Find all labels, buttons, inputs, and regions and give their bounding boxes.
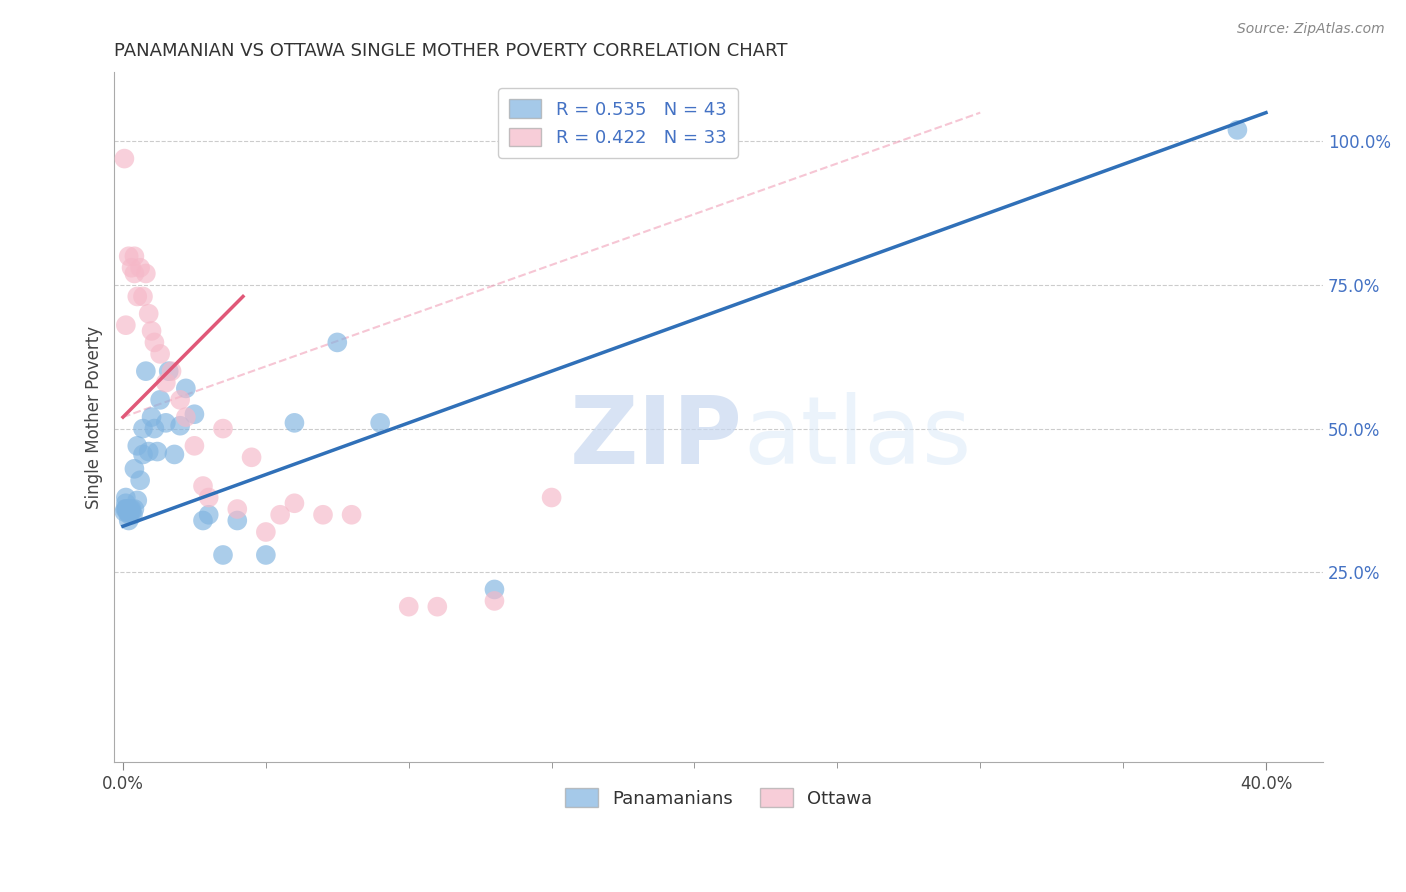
- Point: [118, 505, 141, 519]
- Point: [124, 249, 146, 263]
- Point: [174, 381, 197, 395]
- Point: [174, 410, 197, 425]
- Point: [127, 439, 149, 453]
- Point: [212, 421, 235, 435]
- Point: [118, 508, 141, 522]
- Point: [124, 502, 146, 516]
- Point: [254, 524, 277, 539]
- Point: [122, 508, 145, 522]
- Point: [127, 493, 149, 508]
- Point: [117, 505, 139, 519]
- Point: [121, 502, 143, 516]
- Point: [132, 421, 155, 435]
- Point: [118, 249, 141, 263]
- Point: [226, 502, 249, 516]
- Point: [121, 505, 143, 519]
- Point: [340, 508, 363, 522]
- Point: [163, 447, 186, 461]
- Text: ZIP: ZIP: [569, 392, 742, 483]
- Point: [149, 392, 172, 407]
- Point: [138, 307, 160, 321]
- Point: [269, 508, 291, 522]
- Point: [143, 421, 166, 435]
- Point: [368, 416, 391, 430]
- Point: [1226, 123, 1249, 137]
- Point: [114, 502, 136, 516]
- Point: [115, 491, 138, 505]
- Point: [226, 514, 249, 528]
- Point: [141, 410, 163, 425]
- Point: [484, 582, 506, 597]
- Point: [124, 462, 146, 476]
- Point: [117, 502, 139, 516]
- Point: [540, 491, 562, 505]
- Point: [183, 407, 205, 421]
- Point: [124, 267, 146, 281]
- Point: [143, 335, 166, 350]
- Point: [169, 392, 191, 407]
- Point: [120, 502, 142, 516]
- Point: [115, 318, 138, 333]
- Point: [398, 599, 420, 614]
- Point: [129, 260, 152, 275]
- Point: [157, 364, 180, 378]
- Point: [484, 594, 506, 608]
- Point: [426, 599, 449, 614]
- Point: [135, 364, 157, 378]
- Point: [191, 514, 214, 528]
- Point: [160, 364, 183, 378]
- Point: [112, 505, 135, 519]
- Legend: Panamanians, Ottawa: Panamanians, Ottawa: [558, 781, 879, 814]
- Point: [197, 491, 219, 505]
- Point: [254, 548, 277, 562]
- Point: [115, 502, 138, 516]
- Point: [135, 267, 157, 281]
- Point: [121, 260, 143, 275]
- Point: [283, 496, 305, 510]
- Point: [138, 444, 160, 458]
- Point: [129, 473, 152, 487]
- Point: [141, 324, 163, 338]
- Y-axis label: Single Mother Poverty: Single Mother Poverty: [86, 326, 103, 508]
- Point: [118, 514, 141, 528]
- Point: [115, 496, 138, 510]
- Point: [169, 418, 191, 433]
- Point: [183, 439, 205, 453]
- Point: [112, 152, 135, 166]
- Point: [240, 450, 263, 465]
- Point: [155, 416, 177, 430]
- Point: [132, 289, 155, 303]
- Point: [326, 335, 349, 350]
- Point: [149, 347, 172, 361]
- Point: [155, 376, 177, 390]
- Point: [127, 289, 149, 303]
- Text: PANAMANIAN VS OTTAWA SINGLE MOTHER POVERTY CORRELATION CHART: PANAMANIAN VS OTTAWA SINGLE MOTHER POVER…: [114, 42, 787, 60]
- Point: [312, 508, 335, 522]
- Point: [132, 447, 155, 461]
- Point: [191, 479, 214, 493]
- Point: [197, 508, 219, 522]
- Point: [283, 416, 305, 430]
- Text: Source: ZipAtlas.com: Source: ZipAtlas.com: [1237, 22, 1385, 37]
- Point: [212, 548, 235, 562]
- Point: [146, 444, 169, 458]
- Text: atlas: atlas: [742, 392, 972, 483]
